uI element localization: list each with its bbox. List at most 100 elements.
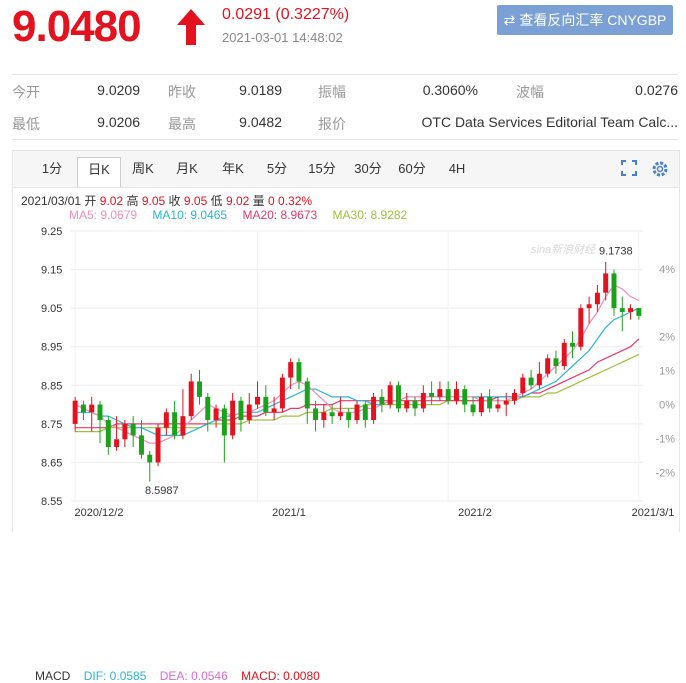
candle-body <box>362 404 368 420</box>
stats-row: 今开 9.0209 昨收 9.0189 振幅 0.3060% 波幅 0.0276 <box>12 75 678 105</box>
info-vol-label: 量 <box>252 194 265 208</box>
ohlc-info: 2021/03/01 开 9.02 高 9.05 收 9.05 低 9.02 量… <box>21 192 312 209</box>
candle-body <box>163 412 169 428</box>
candle-body <box>586 304 592 309</box>
reverse-rate-label: 查看反向汇率 CNYGBP <box>519 12 667 28</box>
candle-body <box>453 389 459 401</box>
candle-body <box>462 389 468 405</box>
candle-body <box>114 439 120 447</box>
y-tick-label: 9.15 <box>41 265 62 277</box>
info-pct: 0.32% <box>278 194 313 208</box>
candle-body <box>503 400 509 405</box>
candle-body <box>263 396 269 413</box>
candle-body <box>487 396 493 409</box>
tab-60min[interactable]: 60分 <box>398 161 426 176</box>
candle-body <box>628 308 634 312</box>
candle-body <box>478 396 484 413</box>
tab-weekly[interactable]: 周K <box>132 161 154 176</box>
pct-tick-label: 1% <box>659 366 675 378</box>
stat-value: 9.0209 <box>97 82 140 98</box>
stat-value: OTC Data Services Editorial Team Calc... <box>421 114 679 130</box>
kline-chart[interactable]: 9.259.159.058.958.858.758.658.556%4%2%1%… <box>13 223 679 519</box>
candle-body <box>420 393 426 409</box>
candle-body <box>371 396 377 420</box>
max-label: 9.1738 <box>599 245 633 257</box>
x-tick-label: 2021/2 <box>458 507 492 519</box>
y-tick-label: 8.75 <box>41 419 62 431</box>
candle-body <box>279 377 285 409</box>
candle-body <box>197 381 202 397</box>
tab-4h[interactable]: 4H <box>448 161 466 176</box>
info-vol: 0 <box>268 194 275 208</box>
stat-value: 9.0189 <box>239 82 282 98</box>
period-tabs: 1分 日K 周K 月K 年K 5分 15分 30分 60分 4H <box>13 151 679 188</box>
quote-header: 9.0480 0.0291 (0.3227%) 2021-03-01 14:48… <box>0 0 686 64</box>
tab-daily[interactable]: 日K <box>77 157 121 187</box>
stat-label: 振幅 <box>318 84 346 100</box>
tab-1min[interactable]: 1分 <box>41 161 63 176</box>
candle-body <box>246 404 252 420</box>
stat-label: 最低 <box>12 116 40 132</box>
candle-body <box>288 362 294 378</box>
tab-5min[interactable]: 5分 <box>266 161 288 176</box>
candle-body <box>594 292 600 305</box>
tab-yearly[interactable]: 年K <box>222 161 244 176</box>
tab-30min[interactable]: 30分 <box>354 161 382 176</box>
candle-body <box>619 308 625 312</box>
up-arrow-icon <box>177 9 205 45</box>
candle-body <box>553 358 559 366</box>
pct-tick-label: 0% <box>659 400 675 412</box>
info-low-label: 低 <box>210 194 223 208</box>
fullscreen-icon[interactable] <box>621 160 637 176</box>
pct-tick-label: -1% <box>655 434 675 446</box>
info-open-label: 开 <box>84 194 97 208</box>
candle-body <box>138 435 144 455</box>
candle-body <box>296 362 302 382</box>
macd-dea: DEA: 0.0546 <box>159 669 228 683</box>
candle-body <box>570 342 576 347</box>
tab-15min[interactable]: 15分 <box>308 161 336 176</box>
kline-panel: 1分 日K 周K 月K 年K 5分 15分 30分 60分 4H 2021/03… <box>12 150 680 683</box>
pct-tick-label: -2% <box>655 467 675 479</box>
pct-tick-label: 4% <box>659 264 675 276</box>
stats-table: 今开 9.0209 昨收 9.0189 振幅 0.3060% 波幅 0.0276… <box>12 74 678 140</box>
candle-body <box>636 308 642 316</box>
candle-body <box>346 412 352 420</box>
candle-body <box>545 358 551 374</box>
candle-body <box>188 381 194 417</box>
candle-body <box>238 400 244 420</box>
y-tick-label: 9.05 <box>41 303 62 315</box>
stat-value: 0.0276 <box>635 82 678 98</box>
candle-body <box>470 404 476 413</box>
stat-label: 昨收 <box>168 84 196 100</box>
candle-body <box>80 404 86 413</box>
candle-body <box>304 381 310 409</box>
info-low: 9.02 <box>225 194 250 208</box>
candle-body <box>205 396 211 420</box>
pct-tick-label: 2% <box>659 332 675 344</box>
x-tick-label: 2021/3/1 <box>632 507 675 519</box>
stat-label: 最高 <box>168 116 196 132</box>
y-tick-label: 8.95 <box>41 342 62 354</box>
candle-body <box>105 420 111 447</box>
ma20-label: MA20: 8.9673 <box>242 208 318 222</box>
candle-body <box>329 412 335 417</box>
quote-time: 2021-03-01 14:48:02 <box>222 30 343 45</box>
reverse-rate-button[interactable]: ⇄ 查看反向汇率 CNYGBP <box>497 5 673 35</box>
candle-body <box>230 400 236 436</box>
min-label: 8.5987 <box>145 485 179 497</box>
stat-value: 0.3060% <box>422 82 478 98</box>
candle-body <box>561 342 567 366</box>
candle-body <box>321 412 327 420</box>
candle-body <box>603 273 609 293</box>
x-tick-label: 2020/12/2 <box>75 507 124 519</box>
tab-monthly[interactable]: 月K <box>176 161 198 176</box>
gear-icon[interactable] <box>651 160 669 178</box>
info-high: 9.05 <box>141 194 166 208</box>
ma30-label: MA30: 8.9282 <box>332 208 408 222</box>
info-close: 9.05 <box>183 194 208 208</box>
candle-body <box>337 412 343 417</box>
watermark: sina新浪财经 <box>531 243 596 256</box>
candle-body <box>147 454 153 463</box>
candle-body <box>72 400 78 424</box>
